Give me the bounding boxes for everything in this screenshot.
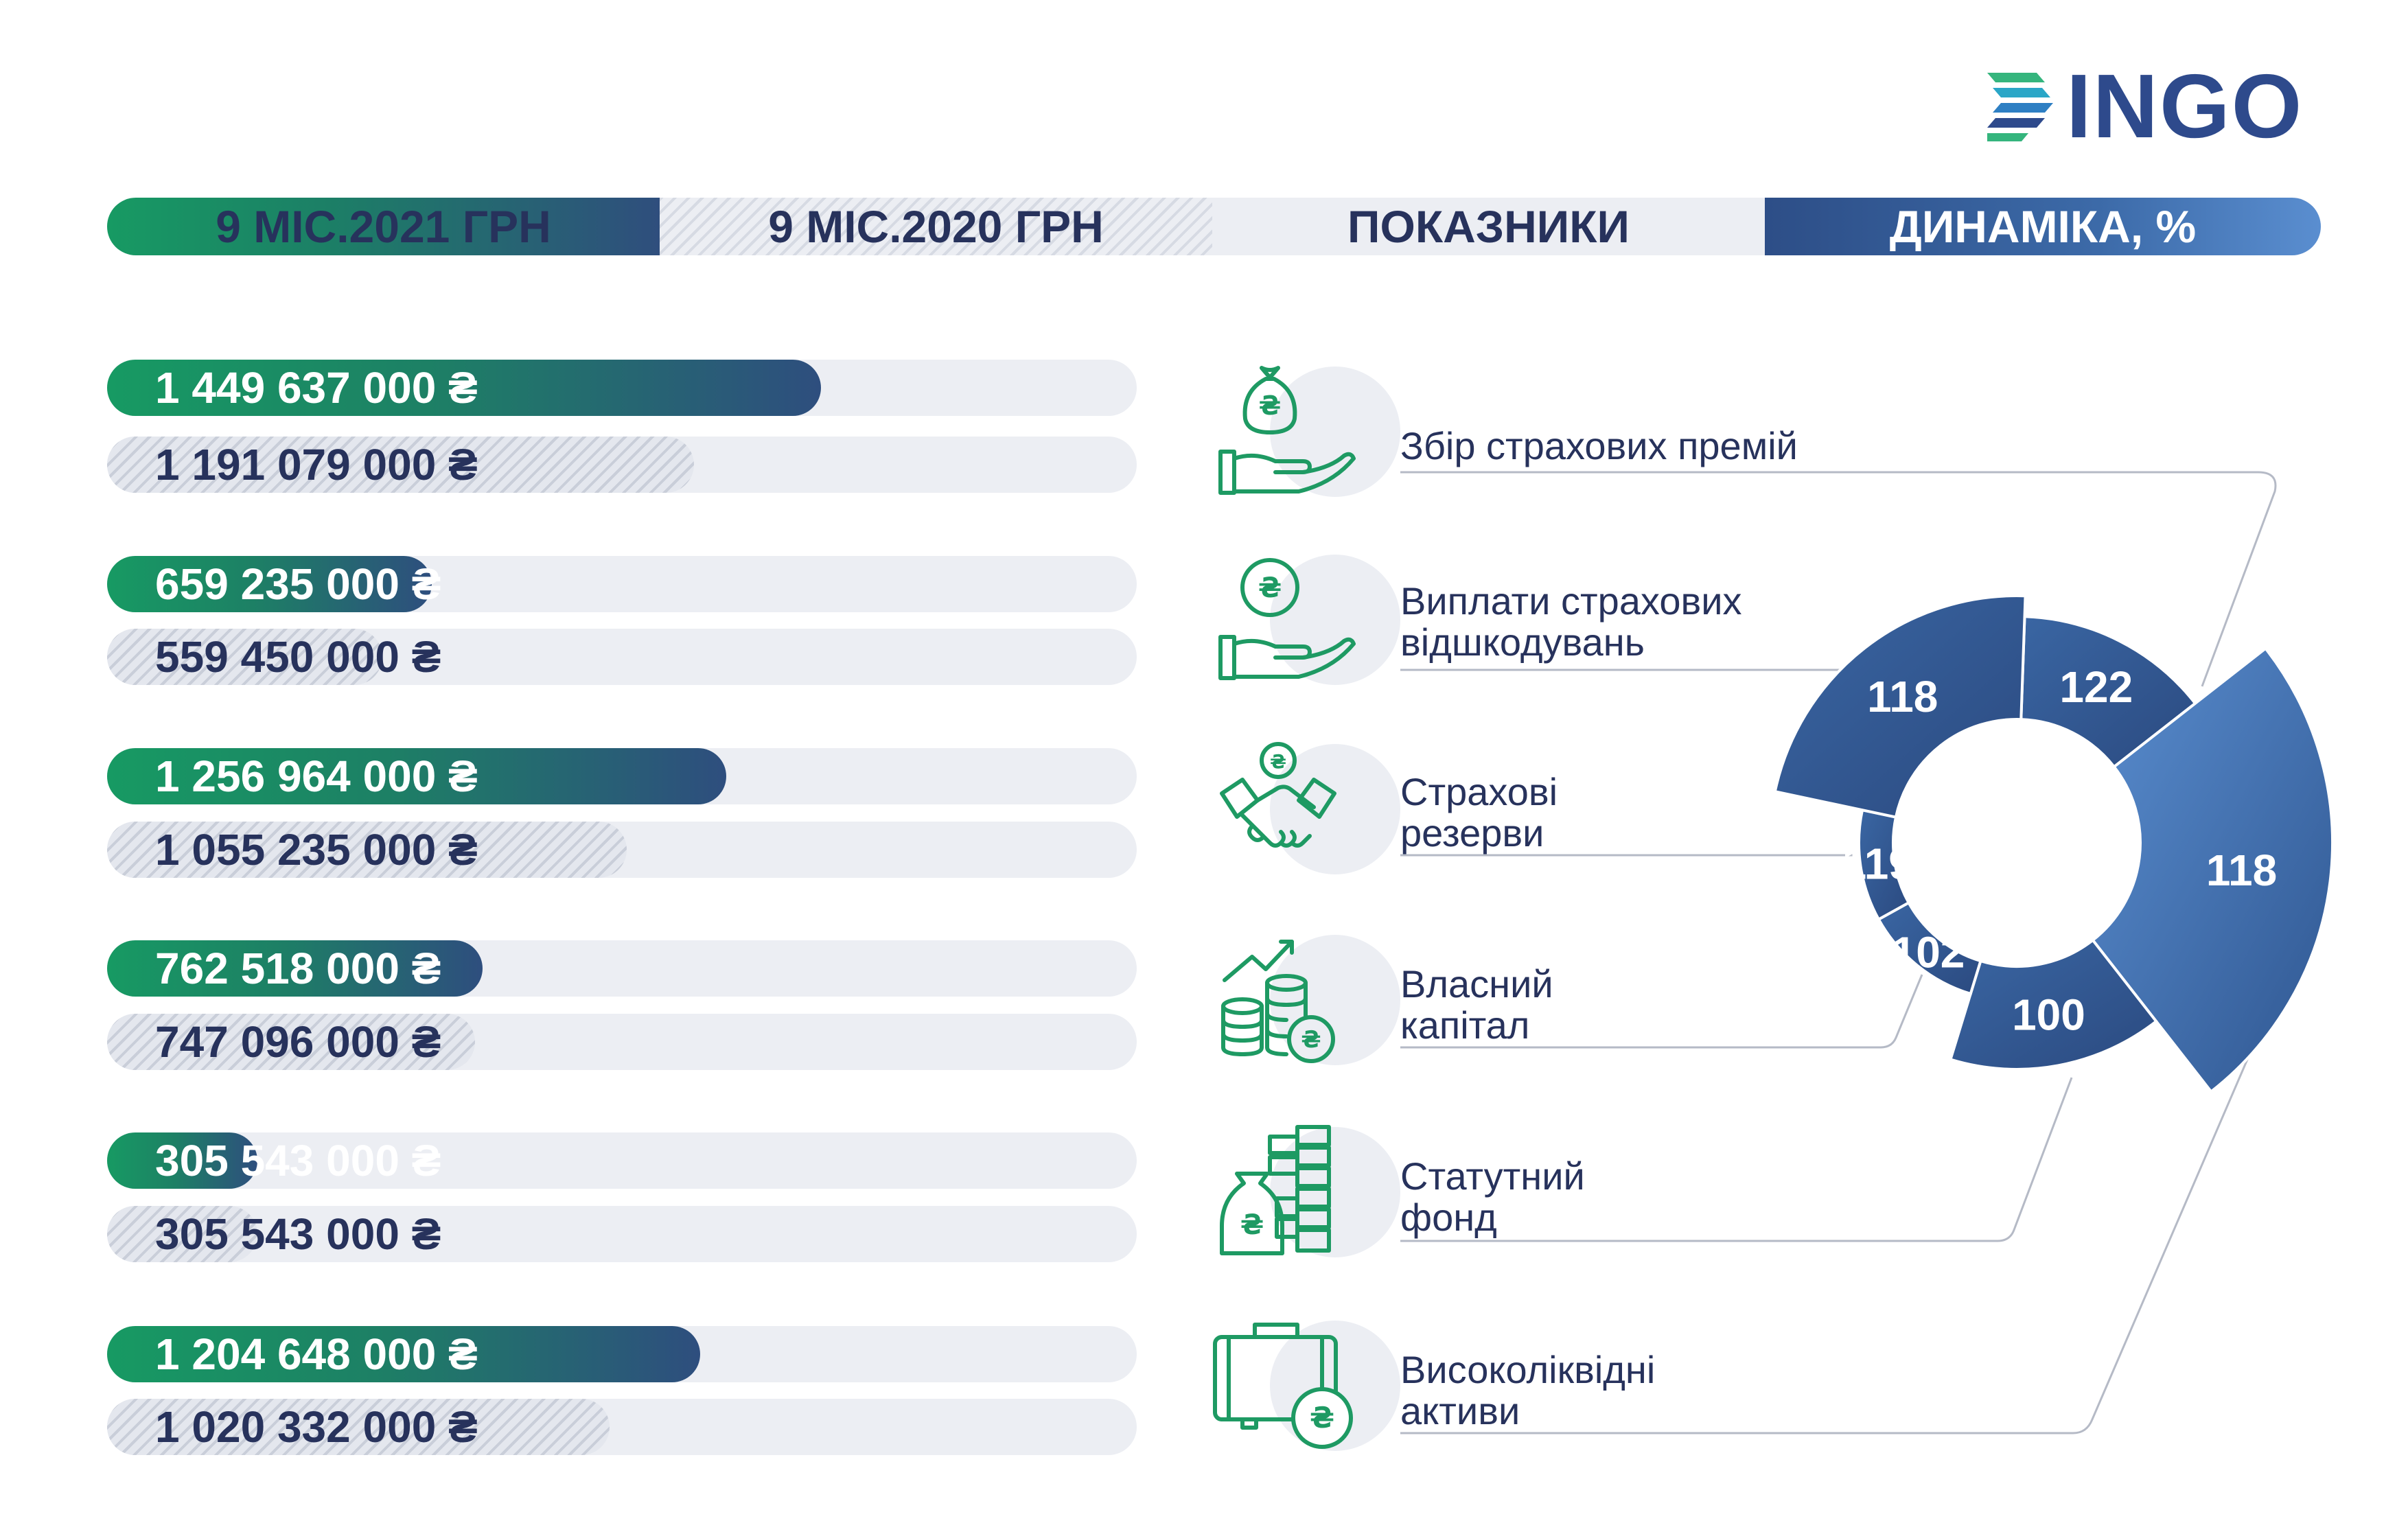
bar-previous: [107, 437, 694, 493]
indicator-label: Статутний фонд: [1400, 1156, 1585, 1238]
bar-track-previous: 1 055 235 000 ₴: [107, 822, 1137, 878]
bar-track-current: 1 256 964 000 ₴: [107, 748, 1137, 804]
header-current-period: 9 МІС.2021 ГРН: [107, 198, 660, 255]
coin-stacks-growth-icon: ₴: [1194, 931, 1400, 1068]
indicator-label: Власний капітал: [1400, 964, 1553, 1046]
indicator-label-line2: капітал: [1400, 1003, 1530, 1047]
bar-track-current: 1 449 637 000 ₴: [107, 360, 1137, 416]
bar-track-current: 1 204 648 000 ₴: [107, 1326, 1137, 1382]
svg-text:₴: ₴: [1270, 750, 1286, 773]
indicator-label-line1: Високоліквідні: [1400, 1348, 1656, 1391]
indicator-label-line2: відшкодувань: [1400, 620, 1645, 664]
bar-current: [107, 1326, 700, 1382]
bar-current: [107, 556, 432, 612]
bar-track-current: 659 235 000 ₴: [107, 556, 1137, 612]
bar-value-current: 762 518 000 ₴: [155, 944, 441, 993]
bar-current: [107, 360, 821, 416]
bar-value-current: 1 204 648 000 ₴: [155, 1329, 478, 1379]
donut-slice: [1949, 938, 2158, 1071]
ingo-logo-mark-icon: [1987, 73, 2053, 141]
bar-value-previous: 1 191 079 000 ₴: [155, 440, 478, 489]
money-bag-in-hand-icon: ₴: [1194, 362, 1400, 500]
bar-previous: [107, 822, 627, 878]
bar-value-previous: 559 450 000 ₴: [155, 632, 441, 682]
indicator-label-line2: резерви: [1400, 811, 1544, 855]
bar-track-previous: 305 543 000 ₴: [107, 1206, 1137, 1262]
indicator-label: Високоліквідні активи: [1400, 1349, 1655, 1432]
connector-line: [1400, 1001, 2273, 1434]
header-dynamics-label: ДИНАМІКА, %: [1889, 201, 2197, 252]
bar-current: [107, 748, 726, 804]
donut-slice-label: 118: [1867, 672, 1938, 721]
bar-value-current: 305 543 000 ₴: [155, 1136, 441, 1185]
donut-slice: [2019, 615, 2197, 769]
bar-current: [107, 940, 483, 997]
column-header: 9 МІС.2021 ГРН 9 МІС.2020 ГРН ПОКАЗНИКИ …: [107, 198, 2321, 255]
indicator-label: Страхові резерви: [1400, 771, 1558, 854]
indicator-label: Збір страхових премій: [1400, 426, 1798, 467]
bar-current: [107, 1132, 257, 1189]
svg-text:₴: ₴: [1301, 1026, 1321, 1054]
bar-value-current: 1 256 964 000 ₴: [155, 752, 478, 801]
svg-text:₴: ₴: [1258, 572, 1282, 604]
bar-value-previous: 1 020 332 000 ₴: [155, 1402, 478, 1452]
donut-slice-label: 122: [2059, 662, 2133, 712]
header-indicators-label: ПОКАЗНИКИ: [1347, 201, 1630, 252]
bar-value-previous: 305 543 000 ₴: [155, 1209, 441, 1259]
bar-value-current: 1 449 637 000 ₴: [155, 363, 478, 412]
donut-slice-label: 102: [1892, 927, 1965, 977]
indicator-label-line2: фонд: [1400, 1196, 1497, 1239]
header-current-period-label: 9 МІС.2021 ГРН: [216, 201, 551, 252]
bar-previous: [107, 1206, 257, 1262]
donut-slice-label: 119: [1842, 839, 1913, 888]
indicator-label-line1: Збір страхових премій: [1400, 424, 1798, 467]
ingo-logo-wordmark: INGO: [2066, 56, 2304, 156]
svg-text:₴: ₴: [1259, 391, 1282, 421]
money-bag-stacks-icon: ₴: [1194, 1123, 1400, 1260]
header-dynamics: ДИНАМІКА, %: [1765, 198, 2321, 255]
bar-value-previous: 747 096 000 ₴: [155, 1017, 441, 1067]
bar-previous: [107, 629, 382, 685]
donut-slice-label: 118: [2206, 846, 2277, 895]
indicator-label-line1: Страхові: [1400, 770, 1558, 813]
svg-text:₴: ₴: [1240, 1209, 1264, 1241]
bar-track-previous: 1 191 079 000 ₴: [107, 437, 1137, 493]
header-indicators: ПОКАЗНИКИ: [1212, 198, 1765, 255]
bar-value-previous: 1 055 235 000 ₴: [155, 825, 478, 874]
bar-previous: [107, 1399, 610, 1455]
briefcase-coin-icon: ₴: [1194, 1316, 1400, 1454]
indicator-label: Виплати страхових відшкодувань: [1400, 581, 1742, 663]
connector-line: [1400, 471, 2277, 687]
bar-track-previous: 1 020 332 000 ₴: [107, 1399, 1137, 1455]
coin-in-hand-icon: ₴: [1194, 550, 1400, 688]
donut-slice: [1773, 594, 2027, 819]
bar-track-current: 305 543 000 ₴: [107, 1132, 1137, 1189]
indicator-label-line2: активи: [1400, 1389, 1520, 1432]
bar-track-current: 762 518 000 ₴: [107, 940, 1137, 997]
indicator-label-line1: Власний: [1400, 962, 1553, 1006]
bar-value-current: 659 235 000 ₴: [155, 559, 441, 609]
indicator-label-line1: Статутний: [1400, 1154, 1585, 1198]
bar-previous: [107, 1014, 475, 1070]
bar-track-previous: 559 450 000 ₴: [107, 629, 1137, 685]
donut-slice-label: 100: [2012, 990, 2085, 1040]
ingo-logo: INGO: [1987, 56, 2344, 156]
header-previous-period-label: 9 МІС.2020 ГРН: [768, 201, 1104, 252]
connector-line: [1400, 974, 1923, 1049]
header-previous-period: 9 МІС.2020 ГРН: [660, 198, 1212, 255]
bar-track-previous: 747 096 000 ₴: [107, 1014, 1137, 1070]
donut-slice: [2091, 646, 2334, 1094]
svg-text:₴: ₴: [1310, 1401, 1334, 1434]
handshake-icon: ₴: [1194, 740, 1400, 877]
indicator-label-line1: Виплати страхових: [1400, 579, 1742, 623]
connector-line: [1400, 1077, 2073, 1242]
